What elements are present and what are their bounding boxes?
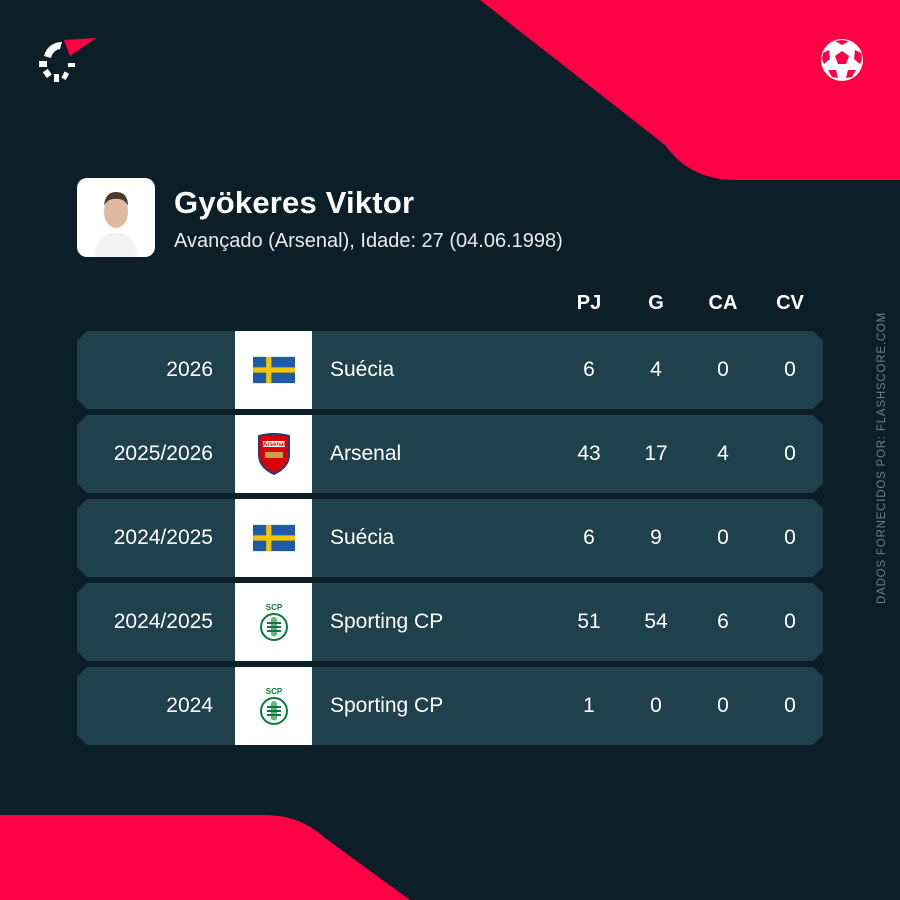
stat-ca: 0 [717,358,729,381]
team-name: Sporting CP [330,694,444,717]
team-name: Sporting CP [330,610,444,633]
sweden-flag-icon [235,331,312,409]
stat-cv: 0 [784,442,796,465]
svg-text:Arsenal: Arsenal [262,442,284,448]
stat-ca: 0 [717,694,729,717]
stat-pj: 43 [577,442,601,465]
stat-g: 4 [650,358,662,381]
column-header-ca: CA [708,292,738,314]
stat-pj: 6 [583,358,595,381]
table-row: 2026 Suécia 6 4 0 0 [77,331,823,409]
table-row: 2024/2025 SCP Sporting CP 51 54 6 0 [77,583,823,661]
stat-cv: 0 [784,358,796,381]
table-row: 2024 SCP Sporting CP 1 0 0 0 [77,667,823,745]
stat-ca: 0 [717,526,729,549]
flashscore-logo [39,38,96,82]
data-credit: DADOS FORNECIDOS POR: FLASHSCORE.COM [876,311,888,604]
column-header-cv: CV [776,292,804,314]
football-icon [821,39,863,81]
season: 2024/2025 [113,526,213,549]
stat-cv: 0 [784,526,796,549]
stat-ca: 6 [717,610,729,633]
team-name: Suécia [330,358,395,381]
svg-text:SCP: SCP [265,687,282,696]
season: 2024 [166,694,213,717]
stat-pj: 51 [577,610,601,633]
sporting-crest-icon: SCP [235,583,312,661]
column-header-pj: PJ [576,292,602,314]
player-name: Gyökeres Viktor [174,185,415,220]
sweden-flag-icon [235,499,312,577]
stat-pj: 1 [583,694,595,717]
accent-shape-top [480,0,900,180]
column-header-g: G [648,292,664,314]
accent-shape-bottom [0,815,410,900]
stat-ca: 4 [717,442,729,465]
team-name: Suécia [330,526,395,549]
stat-g: 54 [644,610,668,633]
team-name: Arsenal [330,442,402,465]
table-row: 2025/2026 Arsenal Arsenal 43 17 4 0 [77,415,823,493]
sporting-crest-icon: SCP [235,667,312,745]
svg-text:SCP: SCP [265,603,282,612]
stat-pj: 6 [583,526,595,549]
stat-g: 0 [650,694,662,717]
stat-g: 9 [650,526,662,549]
stat-cv: 0 [784,694,796,717]
season: 2025/2026 [113,442,213,465]
season: 2024/2025 [113,610,213,633]
stat-cv: 0 [784,610,796,633]
table-row: 2024/2025 Suécia 6 9 0 0 [77,499,823,577]
player-details: Avançado (Arsenal), Idade: 27 (04.06.199… [174,230,563,252]
arsenal-crest-icon: Arsenal [235,415,312,493]
stat-g: 17 [644,442,668,465]
player-avatar [77,178,155,257]
season: 2026 [166,358,213,381]
